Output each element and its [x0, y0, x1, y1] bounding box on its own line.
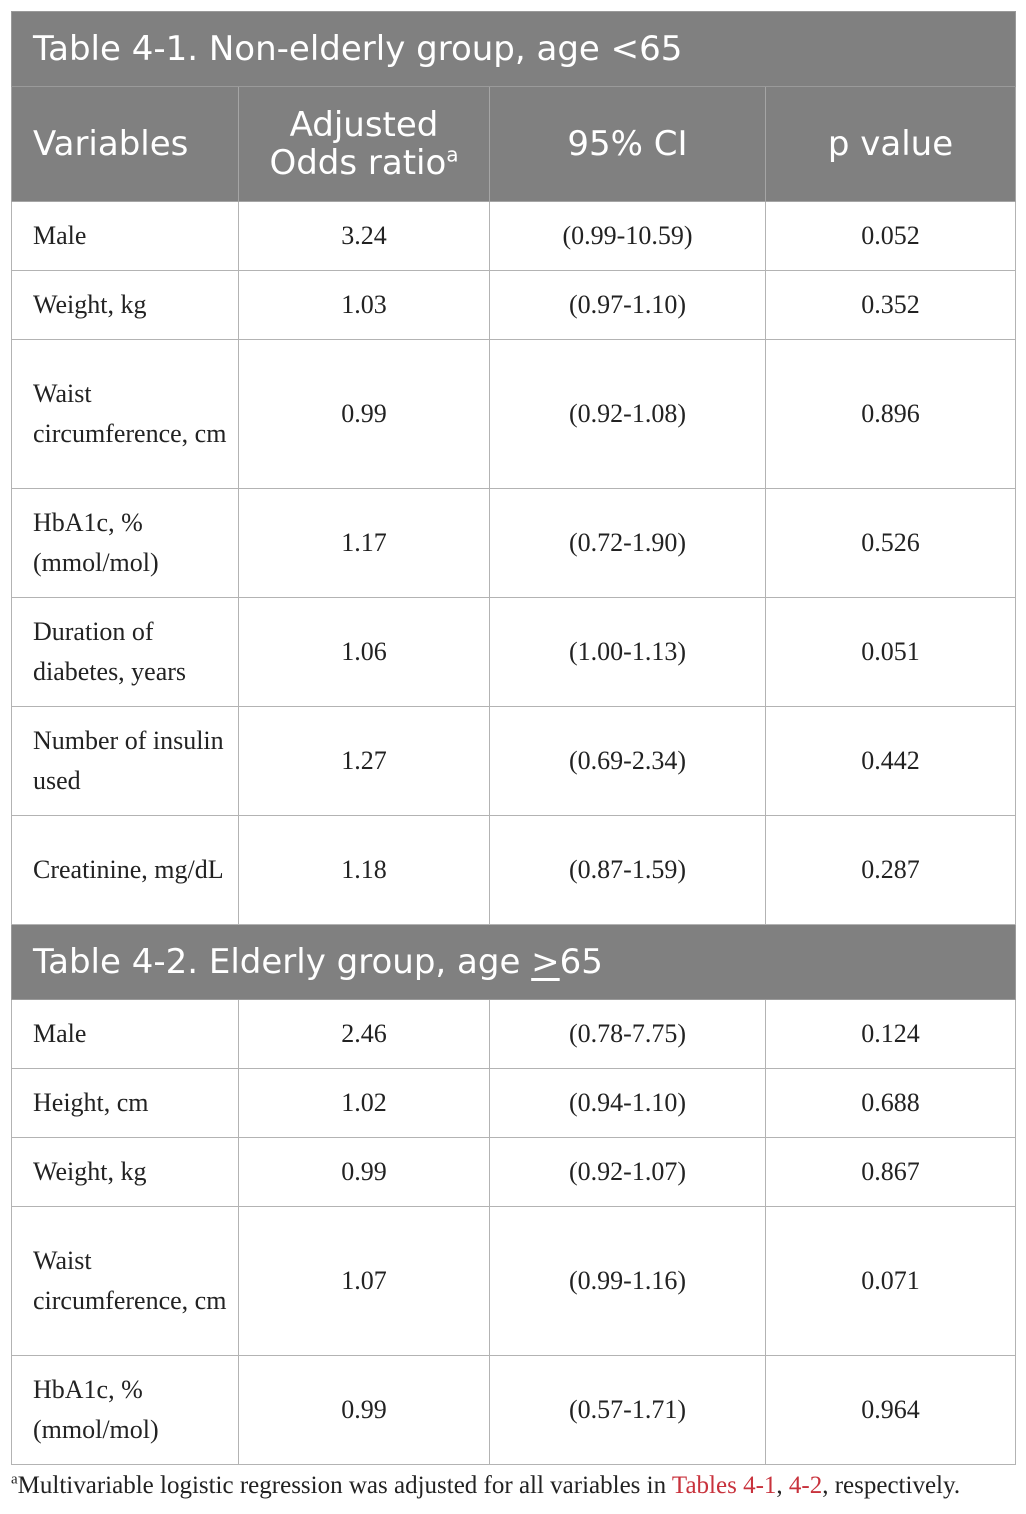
- table1-title-row: Table 4-1. Non-elderly group, age <65: [10, 11, 1017, 87]
- cell-ci: (0.78-7.75): [489, 999, 766, 1069]
- cell-odds: 1.17: [238, 488, 490, 598]
- cell-p: 0.526: [764, 488, 1017, 598]
- cell-ci: (0.69-2.34): [489, 706, 766, 816]
- header-odds-line1: Adjusted: [289, 105, 439, 145]
- cell-odds: 3.24: [238, 201, 490, 271]
- table2-title-prefix: Table 4-2. Elderly group, age: [33, 942, 532, 982]
- cell-p: 0.867: [764, 1137, 1017, 1207]
- cell-ci: (0.92-1.07): [489, 1137, 766, 1207]
- cell-p: 0.352: [764, 270, 1017, 340]
- table2-title: Table 4-2. Elderly group, age >65: [10, 924, 1017, 1000]
- cell-ci: (0.97-1.10): [489, 270, 766, 340]
- table1-title: Table 4-1. Non-elderly group, age <65: [10, 11, 1017, 87]
- footnote-link-tables-4-1[interactable]: Tables 4-1: [671, 1472, 777, 1499]
- cell-variable: Weight, kg: [11, 270, 239, 340]
- table-row: Male 2.46 (0.78-7.75) 0.124: [11, 999, 1017, 1069]
- cell-p: 0.964: [764, 1355, 1017, 1465]
- cell-variable: Creatinine, mg/dL: [11, 815, 239, 925]
- table-row: Creatinine, mg/dL 1.18 (0.87-1.59) 0.287: [11, 815, 1017, 925]
- table-row: Waist circumference, cm 0.99 (0.92-1.08)…: [11, 339, 1017, 489]
- cell-ci: (0.57-1.71): [489, 1355, 766, 1465]
- cell-ci: (0.99-1.16): [489, 1206, 766, 1356]
- cell-p: 0.896: [764, 339, 1017, 489]
- footnote-text-after: , respectively.: [822, 1472, 961, 1499]
- table-footnote: aMultivariable logistic regression was a…: [11, 1472, 1021, 1500]
- table-row: Weight, kg 1.03 (0.97-1.10) 0.352: [11, 270, 1017, 340]
- header-p-value: p value: [764, 86, 1017, 202]
- cell-p: 0.051: [764, 597, 1017, 707]
- table-row: Male 3.24 (0.99-10.59) 0.052: [11, 201, 1017, 271]
- table2-title-ge-symbol: >: [531, 942, 560, 982]
- cell-odds: 1.18: [238, 815, 490, 925]
- table-container: Table 4-1. Non-elderly group, age <65 Va…: [10, 11, 1017, 1465]
- header-odds-superscript: a: [446, 142, 459, 167]
- cell-p: 0.688: [764, 1068, 1017, 1138]
- cell-odds: 0.99: [238, 339, 490, 489]
- cell-p: 0.287: [764, 815, 1017, 925]
- table-row: Weight, kg 0.99 (0.92-1.07) 0.867: [11, 1137, 1017, 1207]
- results-table: Table 4-1. Non-elderly group, age <65 Va…: [10, 11, 1017, 1465]
- cell-variable: Height, cm: [11, 1068, 239, 1138]
- cell-ci: (0.87-1.59): [489, 815, 766, 925]
- header-variables: Variables: [11, 86, 239, 202]
- cell-odds: 1.07: [238, 1206, 490, 1356]
- footnote-marker: a: [11, 1471, 18, 1488]
- cell-p: 0.124: [764, 999, 1017, 1069]
- cell-variable: Male: [11, 999, 239, 1069]
- table-row: Waist circumference, cm 1.07 (0.99-1.16)…: [11, 1206, 1017, 1356]
- cell-odds: 0.99: [238, 1355, 490, 1465]
- cell-ci: (0.94-1.10): [489, 1068, 766, 1138]
- table-row: Duration of diabetes, years 1.06 (1.00-1…: [11, 597, 1017, 707]
- cell-odds: 1.03: [238, 270, 490, 340]
- cell-variable: Duration of diabetes, years: [11, 597, 239, 707]
- header-ci: 95% CI: [489, 86, 766, 202]
- cell-p: 0.442: [764, 706, 1017, 816]
- cell-ci: (0.99-10.59): [489, 201, 766, 271]
- cell-ci: (0.72-1.90): [489, 488, 766, 598]
- cell-odds: 1.06: [238, 597, 490, 707]
- table2-title-suffix: 65: [559, 942, 603, 982]
- table-row: Height, cm 1.02 (0.94-1.10) 0.688: [11, 1068, 1017, 1138]
- cell-odds: 1.02: [238, 1068, 490, 1138]
- cell-variable: Waist circumference, cm: [11, 1206, 239, 1356]
- footnote-text-before: Multivariable logistic regression was ad…: [17, 1472, 672, 1499]
- cell-p: 0.052: [764, 201, 1017, 271]
- footnote-link-4-2[interactable]: 4-2: [788, 1472, 823, 1499]
- cell-variable: Male: [11, 201, 239, 271]
- cell-variable: HbA1c, % (mmol/mol): [11, 1355, 239, 1465]
- table-row: Number of insulin used 1.27 (0.69-2.34) …: [11, 706, 1017, 816]
- table-row: HbA1c, % (mmol/mol) 0.99 (0.57-1.71) 0.9…: [11, 1355, 1017, 1465]
- cell-odds: 0.99: [238, 1137, 490, 1207]
- table-row: HbA1c, % (mmol/mol) 1.17 (0.72-1.90) 0.5…: [11, 488, 1017, 598]
- cell-variable: Waist circumference, cm: [11, 339, 239, 489]
- cell-variable: Weight, kg: [11, 1137, 239, 1207]
- cell-ci: (1.00-1.13): [489, 597, 766, 707]
- header-row: Variables Adjusted Odds ratioa 95% CI p …: [11, 86, 1017, 202]
- header-odds-ratio: Adjusted Odds ratioa: [238, 86, 490, 202]
- header-odds-line2: Odds ratio: [269, 143, 447, 183]
- cell-ci: (0.92-1.08): [489, 339, 766, 489]
- cell-odds: 1.27: [238, 706, 490, 816]
- cell-variable: HbA1c, % (mmol/mol): [11, 488, 239, 598]
- cell-p: 0.071: [764, 1206, 1017, 1356]
- cell-odds: 2.46: [238, 999, 490, 1069]
- cell-variable: Number of insulin used: [11, 706, 239, 816]
- footnote-separator: ,: [776, 1472, 789, 1499]
- table2-title-row: Table 4-2. Elderly group, age >65: [10, 924, 1017, 1000]
